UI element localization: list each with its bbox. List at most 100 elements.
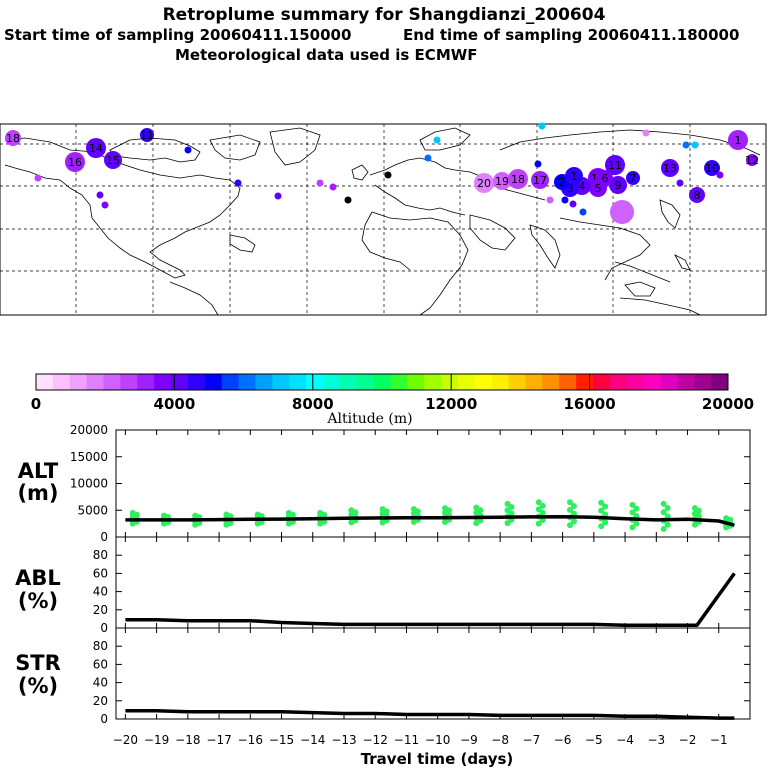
str-panel-label: STR	[15, 651, 61, 675]
plume-label: 1	[571, 170, 578, 183]
colorbar-swatch	[171, 374, 189, 390]
abl-panel-frame	[115, 536, 751, 629]
alt-particle	[629, 509, 636, 516]
x-tick-label: −12	[363, 733, 388, 747]
alt-particle	[160, 512, 167, 519]
x-tick-label: −10	[425, 733, 450, 747]
abl-panel-label: ABL	[15, 566, 61, 590]
alt-particle	[660, 525, 667, 532]
plume-map: 18111416152019181716131211109876543211	[0, 122, 767, 316]
colorbar-swatch	[221, 374, 240, 390]
plume-point	[589, 179, 607, 197]
plume-label: 8	[694, 189, 701, 202]
plume-label: 3	[567, 182, 574, 195]
x-tick-label: −13	[331, 733, 356, 747]
alt-particle	[691, 505, 698, 512]
plume-point	[610, 200, 634, 224]
title-line1: Retroplume summary for Shangdianzi_20060…	[163, 5, 606, 25]
alt-particle	[570, 503, 577, 510]
plume-point	[65, 152, 85, 172]
plume-label: 15	[106, 154, 120, 167]
alt-particle	[535, 506, 542, 513]
colorbar-label: Altitude (m)	[326, 411, 412, 427]
plume-label: 13	[663, 162, 677, 175]
colorbar-swatch	[576, 374, 594, 390]
alt-particle	[664, 521, 671, 528]
alt-particle	[254, 511, 261, 518]
x-tick-label: −8	[491, 733, 509, 747]
plume-point	[104, 151, 122, 169]
plume-particle	[424, 154, 432, 162]
plume-point	[746, 154, 758, 166]
plume-particle	[534, 160, 542, 168]
y-tick-label: 60	[93, 566, 108, 580]
plume-particle	[184, 146, 192, 154]
alt-particle	[723, 515, 730, 522]
x-tick-label: −9	[460, 733, 478, 747]
str-panel-frame	[115, 627, 751, 720]
plume-point	[531, 171, 549, 189]
plume-particle	[316, 179, 324, 187]
y-tick-label: 10000	[70, 477, 108, 491]
alt-particle	[602, 519, 609, 526]
alt-particle	[535, 499, 542, 506]
colorbar-swatch	[238, 374, 256, 390]
alt-particle	[633, 520, 640, 527]
alt-particle	[660, 509, 667, 516]
y-tick-label: 0	[100, 621, 108, 635]
plume-point	[689, 187, 705, 203]
alt-particle	[129, 509, 136, 516]
alt-particle	[410, 506, 417, 513]
plume-particle	[676, 179, 684, 187]
alt-particle	[566, 522, 573, 529]
alt-particle	[442, 505, 449, 512]
plume-label: 17	[533, 174, 547, 187]
y-tick-label: 0	[100, 712, 108, 726]
timeseries-panels: ALT (m) ABL (%) STR (%) 2000015000100005…	[15, 423, 751, 768]
colorbar-swatch	[306, 374, 324, 390]
colorbar-swatch	[424, 374, 442, 390]
plume-particle	[561, 196, 569, 204]
colorbar-swatch	[356, 374, 375, 390]
colorbar-swatch	[407, 374, 425, 390]
x-tick-label: −17	[206, 733, 231, 747]
plume-label: 11	[608, 159, 622, 172]
plume-label: 5	[595, 182, 602, 195]
colorbar-tick-label: 4000	[154, 395, 196, 413]
alt-y-ticks: 20000 15000 10000 5000 0	[70, 423, 751, 544]
x-tick-label: −11	[394, 733, 419, 747]
plume-label: 14	[89, 142, 103, 155]
colorbar-swatch	[525, 374, 543, 390]
alt-particle	[602, 503, 609, 510]
plume-point	[565, 167, 583, 185]
plume-particle	[682, 141, 690, 149]
alt-particle	[379, 506, 386, 513]
colorbar-swatch	[390, 374, 408, 390]
alt-particle	[504, 520, 511, 527]
alt-particle	[629, 501, 636, 508]
colorbar-swatch	[643, 374, 661, 390]
y-tick-label: 80	[93, 639, 108, 653]
plume-particle	[274, 192, 282, 200]
plume-particle	[34, 174, 42, 182]
y-tick-label: 20	[93, 603, 108, 617]
alt-particle	[192, 512, 199, 519]
plume-point	[605, 155, 625, 175]
alt-particle	[508, 504, 515, 511]
x-axis-label: Travel time (days)	[361, 750, 514, 768]
plume-points: 18111416152019181716131211109876543211	[5, 122, 759, 224]
plume-particle	[344, 196, 352, 204]
alt-particle	[633, 505, 640, 512]
colorbar-swatch	[542, 374, 560, 390]
y-tick-label: 5000	[77, 503, 108, 517]
plume-label: 16	[68, 156, 82, 169]
x-tick-label: −14	[300, 733, 325, 747]
x-tick-label: −19	[144, 733, 169, 747]
colorbar-swatch	[204, 374, 223, 390]
plume-label: 11	[140, 129, 154, 142]
plume-particle	[384, 171, 392, 179]
abl-panel-unit: (%)	[18, 589, 58, 613]
colorbar-swatch	[660, 374, 678, 390]
plume-point	[704, 160, 720, 176]
x-ticks: −20 −19 −18 −17 −16 −15 −14 −13 −12 −11 −10 −9 −8 −7−…	[113, 733, 728, 747]
